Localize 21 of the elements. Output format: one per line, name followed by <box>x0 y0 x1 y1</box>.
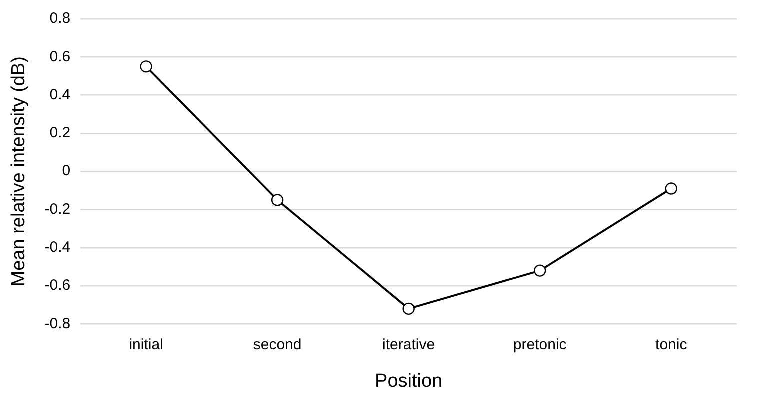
y-tick-label: -0.2 <box>44 200 71 218</box>
y-tick-label: 0.4 <box>50 86 71 104</box>
point <box>534 264 546 277</box>
x-tick-label: second <box>253 336 302 354</box>
y-tick-label: 0 <box>62 162 71 180</box>
point <box>402 302 415 316</box>
point <box>271 194 284 206</box>
y-tick-label: 0.8 <box>50 10 71 28</box>
point <box>140 60 152 73</box>
y-axis-title: Mean relative intensity (dB) <box>8 56 30 287</box>
y-tick-label: 0.6 <box>50 48 71 66</box>
x-tick-label: initial <box>129 336 164 354</box>
y-tick-label: -0.8 <box>44 315 71 332</box>
x-tick-label: tonic <box>656 336 688 354</box>
x-tick-label: pretonic <box>513 336 568 354</box>
point <box>665 182 678 195</box>
y-tick-label: -0.4 <box>44 239 71 256</box>
y-tick-label: 0.2 <box>50 124 71 142</box>
x-axis-title: Position <box>375 370 443 392</box>
x-tick-label: iterative <box>382 336 436 354</box>
y-tick-label: -0.6 <box>44 277 71 294</box>
